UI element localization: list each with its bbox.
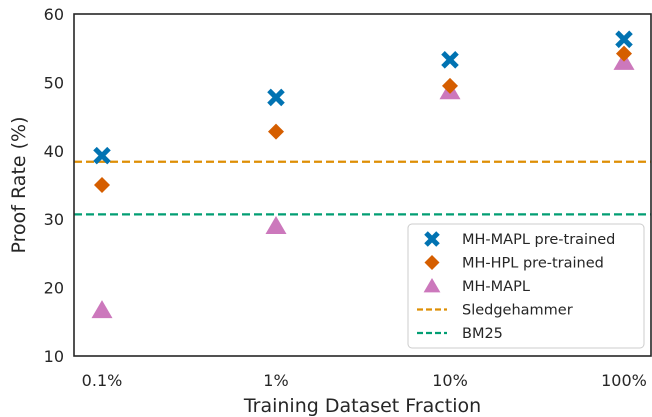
x-tick-label: 10%	[432, 371, 468, 390]
legend-label: MH-MAPL pre-trained	[462, 232, 615, 248]
legend-label: MH-MAPL	[462, 279, 530, 295]
x-axis: 0.1% 1% 10% 100%	[82, 371, 647, 390]
data-point	[441, 51, 459, 69]
legend: MH-MAPL pre-trained MH-HPL pre-trained MH-…	[407, 223, 645, 349]
legend-box	[407, 223, 645, 349]
data-point	[91, 300, 113, 319]
y-tick-label: 30	[44, 210, 64, 229]
y-tick-label: 20	[44, 279, 64, 298]
data-point	[616, 45, 632, 62]
plot-frame	[73, 13, 652, 357]
data-point	[265, 216, 287, 235]
legend-label: BM25	[462, 326, 503, 342]
data-points	[91, 30, 635, 319]
y-axis: 10 20 30 40 50 60	[44, 5, 64, 366]
data-point	[615, 30, 633, 49]
data-point	[424, 231, 440, 247]
data-point	[94, 177, 110, 193]
y-tick-label: 10	[44, 347, 64, 366]
data-point	[267, 88, 285, 107]
y-tick-label: 40	[44, 142, 64, 161]
reference-lines	[74, 160, 651, 216]
y-tick-label: 50	[44, 73, 64, 92]
x-tick-label: 0.1%	[82, 371, 123, 390]
data-point	[93, 146, 111, 165]
data-point	[423, 278, 441, 293]
y-tick-label: 60	[44, 5, 64, 24]
data-point	[424, 255, 440, 270]
y-axis-label: Proof Rate (%)	[8, 117, 30, 254]
data-point	[268, 123, 284, 140]
x-tick-label: 1%	[263, 371, 288, 390]
data-point	[442, 77, 458, 94]
x-tick-label: 100%	[601, 371, 647, 390]
legend-label: Sledgehammer	[462, 303, 573, 319]
x-axis-label: Training Dataset Fraction	[243, 395, 481, 417]
legend-label: MH-HPL pre-trained	[462, 256, 604, 272]
